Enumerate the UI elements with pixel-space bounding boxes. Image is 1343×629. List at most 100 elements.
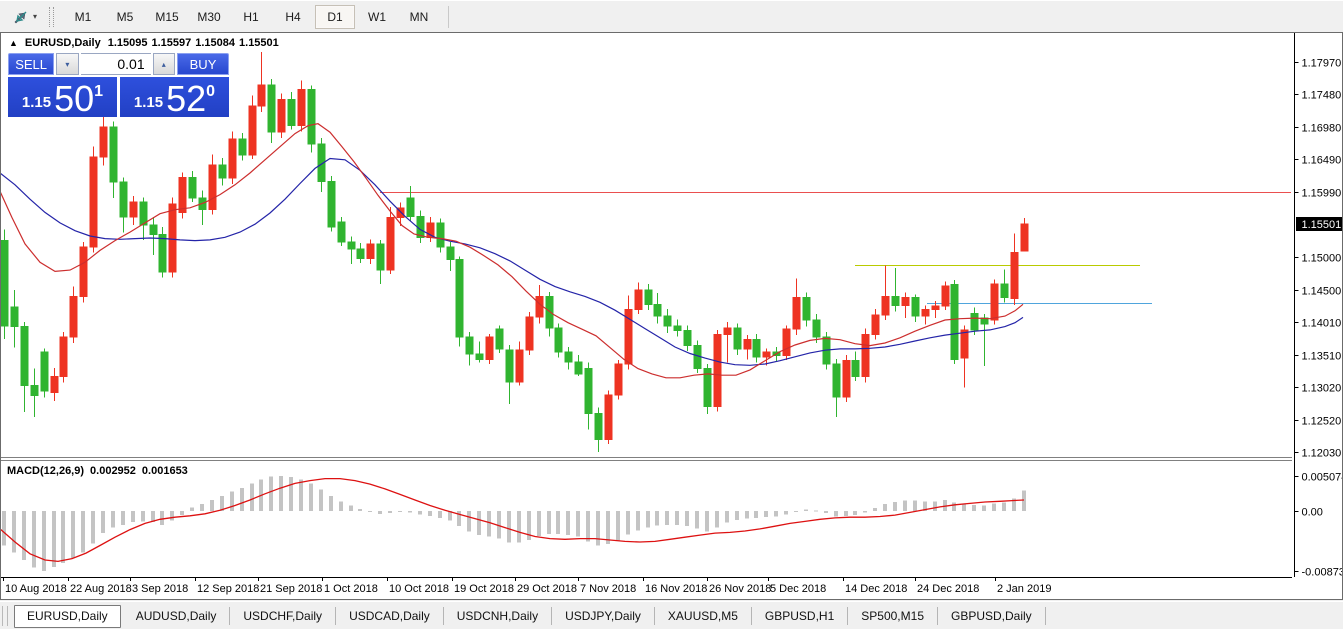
candle bbox=[505, 344, 514, 405]
timeframe-button-w1[interactable]: W1 bbox=[368, 9, 387, 24]
candle-body bbox=[178, 177, 187, 213]
sell-price-panel[interactable]: 1.15 50 1 bbox=[8, 77, 117, 117]
buy-price-panel[interactable]: 1.15 52 0 bbox=[120, 77, 229, 117]
tab-xauusd-m5[interactable]: XAUUSD,M5 bbox=[655, 607, 752, 625]
candle-body bbox=[416, 215, 425, 238]
timeframe-button-mn[interactable]: MN bbox=[409, 9, 429, 24]
macd-bar bbox=[240, 488, 244, 511]
candle bbox=[406, 186, 415, 222]
macd-indicator-label: MACD(12,26,9) 0.002952 0.001653 bbox=[7, 465, 188, 477]
candle-body bbox=[228, 138, 237, 179]
candle-body bbox=[485, 336, 494, 360]
date-tick-label: 3 Sep 2018 bbox=[132, 583, 188, 595]
candle-body bbox=[406, 197, 415, 217]
candle-body bbox=[881, 295, 890, 316]
timeframe-button-m15[interactable]: M15 bbox=[155, 9, 179, 24]
candle-body bbox=[792, 297, 801, 330]
tab-gbpusd-h1[interactable]: GBPUSD,H1 bbox=[752, 607, 849, 625]
timeframe-button-m1[interactable]: M1 bbox=[74, 9, 92, 24]
candle-body bbox=[653, 303, 662, 317]
macd-bar bbox=[398, 511, 402, 512]
volume-increase-button[interactable]: ▴ bbox=[152, 53, 176, 75]
tab-gbpusd-daily[interactable]: GBPUSD,Daily bbox=[938, 607, 1046, 625]
macd-bar bbox=[2, 511, 6, 546]
tab-sp500-m15[interactable]: SP500,M15 bbox=[848, 607, 938, 625]
candle-body bbox=[594, 412, 603, 441]
candle-body bbox=[782, 328, 791, 356]
macd-bar bbox=[685, 511, 689, 527]
candle bbox=[842, 354, 851, 403]
candle bbox=[574, 354, 583, 376]
macd-bar bbox=[725, 511, 729, 523]
tab-audusd-daily[interactable]: AUDUSD,Daily bbox=[123, 607, 231, 625]
macd-bar bbox=[596, 511, 600, 546]
macd-bar bbox=[834, 511, 838, 517]
sell-button[interactable]: SELL bbox=[8, 53, 55, 75]
macd-bar bbox=[794, 511, 798, 512]
macd-bar bbox=[61, 511, 65, 563]
chart-periods-button[interactable]: ▾ bbox=[6, 7, 43, 27]
tab-usdcnh-daily[interactable]: USDCNH,Daily bbox=[444, 607, 553, 625]
macd-bar bbox=[329, 495, 333, 511]
macd-bar bbox=[735, 511, 739, 520]
macd-bar bbox=[151, 511, 155, 523]
sell-price-prefix: 1.15 bbox=[21, 94, 52, 111]
candle-body bbox=[277, 98, 286, 133]
date-tick-label: 7 Nov 2018 bbox=[580, 583, 636, 595]
price-tick-label: 1.12520 bbox=[1302, 416, 1342, 428]
price-tick-label: 1.14500 bbox=[1302, 286, 1342, 298]
candle bbox=[129, 195, 138, 225]
timeframe-button-m30[interactable]: M30 bbox=[197, 9, 221, 24]
candle-body bbox=[950, 284, 959, 360]
macd-bar bbox=[269, 476, 273, 511]
candle-body bbox=[802, 297, 811, 321]
macd-bar bbox=[250, 483, 254, 511]
candle bbox=[921, 305, 930, 325]
candle bbox=[347, 236, 356, 265]
date-axis[interactable]: 10 Aug 2018 22 Aug 2018 3 Sep 2018 12 Sep 2… bbox=[0, 577, 1292, 595]
ohlc-low: 1.15084 bbox=[195, 37, 236, 49]
price-axis[interactable]: 1.17970 1.17480 1.16980 1.16490 1.15990 1.150… bbox=[1294, 33, 1343, 579]
candle bbox=[792, 278, 801, 336]
macd-bar bbox=[695, 511, 699, 529]
candle-body bbox=[366, 243, 375, 259]
macd-bar bbox=[655, 511, 659, 526]
candle bbox=[356, 243, 365, 263]
candle-body bbox=[99, 126, 108, 158]
candle-body bbox=[515, 349, 524, 383]
toolbar-gripper[interactable] bbox=[49, 6, 55, 27]
tab-usdchf-daily[interactable]: USDCHF,Daily bbox=[230, 607, 337, 625]
candle-body bbox=[168, 203, 177, 273]
candle bbox=[584, 362, 593, 430]
macd-bar bbox=[309, 483, 313, 511]
tabs-gripper[interactable] bbox=[2, 606, 8, 626]
buy-button[interactable]: BUY bbox=[177, 53, 230, 75]
timeframe-button-h4[interactable]: H4 bbox=[285, 9, 301, 24]
macd-bar bbox=[141, 511, 145, 522]
macd-bar bbox=[101, 511, 105, 534]
candle bbox=[1000, 269, 1009, 303]
candle bbox=[10, 289, 19, 348]
date-tick-label: 19 Oct 2018 bbox=[454, 583, 514, 595]
candle bbox=[139, 197, 148, 240]
tab-usdjpy-daily[interactable]: USDJPY,Daily bbox=[552, 607, 655, 625]
chart-tabs: EURUSD,Daily AUDUSD,Daily USDCHF,Daily USDC… bbox=[14, 604, 1046, 628]
tab-eurusd-daily[interactable]: EURUSD,Daily bbox=[14, 604, 121, 628]
candle bbox=[79, 241, 88, 303]
timeframe-button-h1[interactable]: H1 bbox=[243, 9, 259, 24]
volume-input[interactable] bbox=[80, 53, 151, 75]
panel-splitter[interactable] bbox=[0, 457, 1292, 461]
volume-decrease-button[interactable]: ▾ bbox=[56, 53, 79, 75]
price-tick-label: 1.15000 bbox=[1302, 253, 1342, 265]
timeframe-button-d1[interactable]: D1 bbox=[315, 4, 356, 29]
macd-bar bbox=[42, 511, 46, 572]
timeframe-button-m5[interactable]: M5 bbox=[116, 9, 134, 24]
candle-body bbox=[20, 326, 29, 387]
date-tick-label: 1 Oct 2018 bbox=[324, 583, 378, 595]
tab-usdcad-daily[interactable]: USDCAD,Daily bbox=[336, 607, 444, 625]
macd-bar bbox=[22, 511, 26, 560]
collapse-icon[interactable]: ▲ bbox=[9, 38, 18, 48]
candle bbox=[485, 333, 494, 365]
